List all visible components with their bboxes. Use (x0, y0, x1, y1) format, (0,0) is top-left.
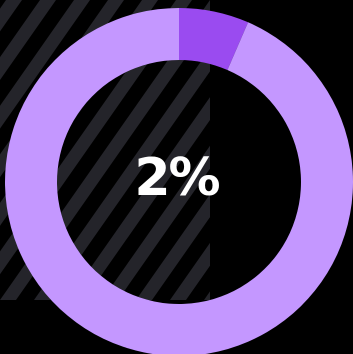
stripe (0, 0, 22, 32)
donut-slice-remainder (5, 8, 353, 354)
stripe (0, 0, 90, 129)
donut-slices (5, 8, 353, 354)
stripe (170, 242, 210, 300)
stripe (34, 48, 210, 300)
stripe (0, 0, 56, 81)
stripe (136, 194, 210, 300)
stripe (204, 291, 210, 300)
center-percentage-label: 2% (134, 148, 220, 208)
stripe (102, 145, 210, 300)
stripe (68, 97, 210, 300)
donut-slice-highlight (179, 8, 249, 71)
